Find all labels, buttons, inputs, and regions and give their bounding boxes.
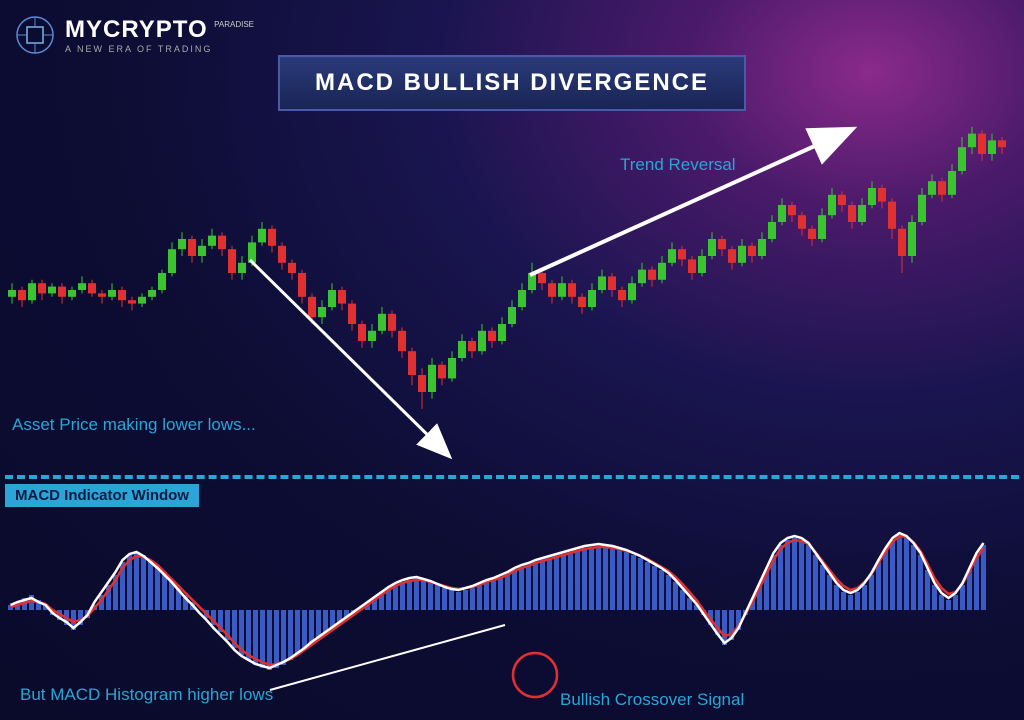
macd-window-label: MACD Indicator Window: [5, 484, 199, 507]
logo-main-text: MYCRYPTO: [65, 16, 208, 43]
logo-sub-text: A NEW ERA OF TRADING: [65, 44, 252, 54]
logo-icon: [15, 15, 55, 55]
crossover-label: Bullish Crossover Signal: [560, 690, 744, 710]
brand-logo: MYCRYPTO PARADISE A NEW ERA OF TRADING: [15, 15, 252, 55]
trend-reversal-label: Trend Reversal: [620, 155, 736, 175]
macd-indicator-chart: [5, 510, 1019, 710]
chart-divider: [5, 475, 1019, 479]
lower-lows-label: Asset Price making lower lows...: [12, 415, 256, 435]
price-candlestick-chart: [5, 120, 1019, 460]
higher-lows-label: But MACD Histogram higher lows: [20, 685, 273, 705]
logo-tag-text: PARADISE: [214, 20, 254, 29]
chart-title: MACD BULLISH DIVERGENCE: [278, 55, 746, 111]
